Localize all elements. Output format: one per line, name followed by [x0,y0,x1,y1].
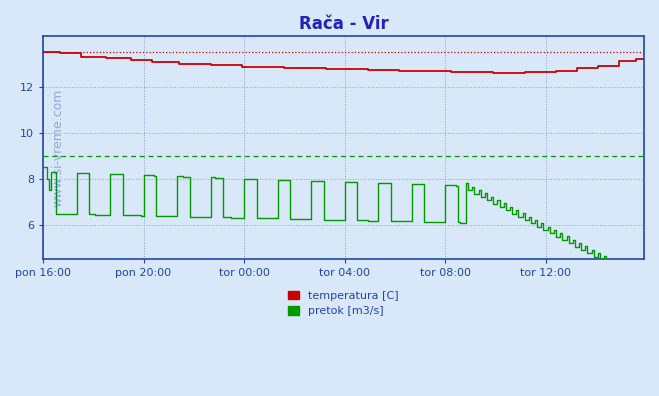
Legend: temperatura [C], pretok [m3/s]: temperatura [C], pretok [m3/s] [284,286,403,321]
Title: Rača - Vir: Rača - Vir [299,15,388,33]
Text: www.si-vreme.com: www.si-vreme.com [51,88,65,207]
